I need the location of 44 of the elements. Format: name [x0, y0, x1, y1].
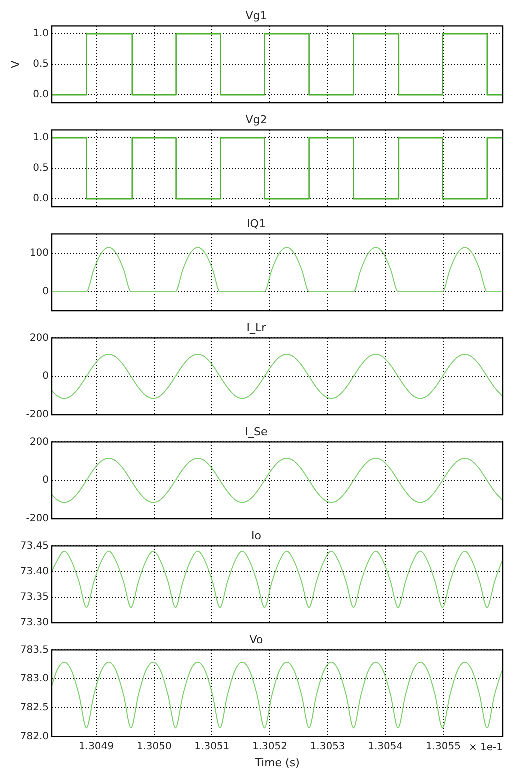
y-tick-label: -200 — [26, 410, 49, 421]
y-tick-label: 0.5 — [33, 59, 49, 70]
y-tick-label: 782.5 — [20, 702, 49, 714]
x-tick-label: 1.3055 — [426, 741, 461, 752]
y-tick-label: 0.0 — [33, 194, 49, 205]
line-series — [52, 247, 503, 292]
x-tick-label: 1.3054 — [368, 741, 404, 752]
x-axis-title: Time (s) — [254, 756, 300, 770]
chart-title: IQ1 — [247, 217, 266, 230]
line-series — [52, 550, 503, 608]
chart-title: Io — [252, 529, 262, 542]
y-tick-label: 73.35 — [20, 592, 49, 603]
line-series — [52, 662, 503, 729]
y-tick-label: 73.45 — [20, 540, 49, 552]
y-tick-label: 0.0 — [33, 90, 49, 101]
chart-title: I_Lr — [246, 321, 267, 334]
y-tick-label: -200 — [26, 514, 49, 525]
y-tick-label: 73.40 — [20, 566, 49, 578]
y-tick-label: 782.0 — [20, 731, 49, 742]
y-tick-label: 0.5 — [33, 163, 49, 174]
chart-title: I_Se — [245, 425, 268, 438]
y-tick-label: 783.5 — [20, 644, 49, 656]
y-tick-label: 1.0 — [33, 132, 49, 144]
y-tick-label: 0 — [42, 371, 49, 382]
text: × 1e-1 — [468, 742, 503, 754]
y-tick-label: 0 — [42, 475, 49, 486]
x-tick-label: 1.3050 — [136, 741, 172, 752]
y-tick-label: 73.30 — [20, 618, 49, 629]
y-tick-label: 100 — [30, 248, 49, 259]
x-tick-label: 1.3052 — [252, 741, 288, 752]
x-tick-label: 1.3049 — [79, 741, 114, 752]
y-axis-title: V — [9, 60, 22, 68]
x-tick-label: 1.3051 — [194, 741, 230, 752]
line-series — [52, 458, 503, 504]
y-tick-label: 200 — [30, 436, 49, 448]
y-tick-label: 200 — [30, 332, 49, 344]
y-tick-label: 1.0 — [33, 28, 49, 40]
x-tick-label: 1.3053 — [310, 741, 346, 752]
chart-title: Vo — [250, 633, 264, 646]
y-tick-label: 0 — [42, 286, 49, 298]
y-tick-label: 783.0 — [20, 674, 49, 685]
chart-title: Vg1 — [246, 9, 268, 22]
chart-title: Vg2 — [246, 113, 268, 126]
line-series — [52, 354, 503, 400]
